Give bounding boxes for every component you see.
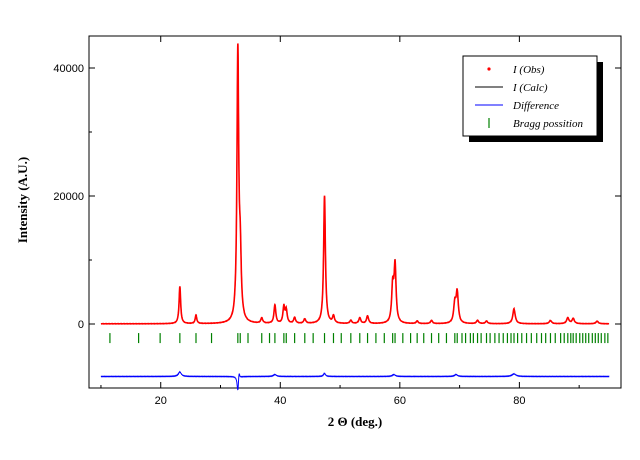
x-tick-label: 40 bbox=[274, 395, 286, 407]
legend-item-bragg: Bragg possition bbox=[488, 118, 583, 130]
legend: I (Obs) I (Calc) Difference Bragg possit… bbox=[462, 55, 603, 142]
y-tick-label: 40000 bbox=[53, 63, 84, 75]
bragg-ticks bbox=[109, 333, 609, 344]
y-tick-label: 20000 bbox=[53, 191, 84, 203]
difference-series-line bbox=[100, 370, 610, 391]
legend-difference-label: Difference bbox=[512, 100, 559, 112]
x-tick-label: 20 bbox=[155, 395, 167, 407]
obs-series-points bbox=[100, 43, 610, 325]
axes: 20 40 60 80 0 20000 40000 bbox=[53, 36, 621, 407]
x-tick-label: 80 bbox=[513, 395, 525, 407]
legend-box bbox=[462, 55, 598, 137]
legend-calc-label: I (Calc) bbox=[512, 82, 548, 94]
legend-obs-label: I (Obs) bbox=[512, 64, 545, 76]
x-tick-label: 60 bbox=[394, 395, 406, 407]
y-axis-title: Intensity (A.U.) bbox=[15, 157, 30, 243]
legend-item-calc: I (Calc) bbox=[475, 82, 548, 94]
y-tick-label: 0 bbox=[78, 319, 84, 331]
legend-bragg-label: Bragg possition bbox=[513, 118, 583, 130]
legend-obs-marker bbox=[487, 67, 491, 71]
legend-item-difference: Difference bbox=[475, 100, 559, 112]
data-series bbox=[100, 43, 610, 391]
x-axis-title: 2 Θ (deg.) bbox=[328, 414, 383, 429]
legend-item-obs: I (Obs) bbox=[487, 64, 545, 76]
